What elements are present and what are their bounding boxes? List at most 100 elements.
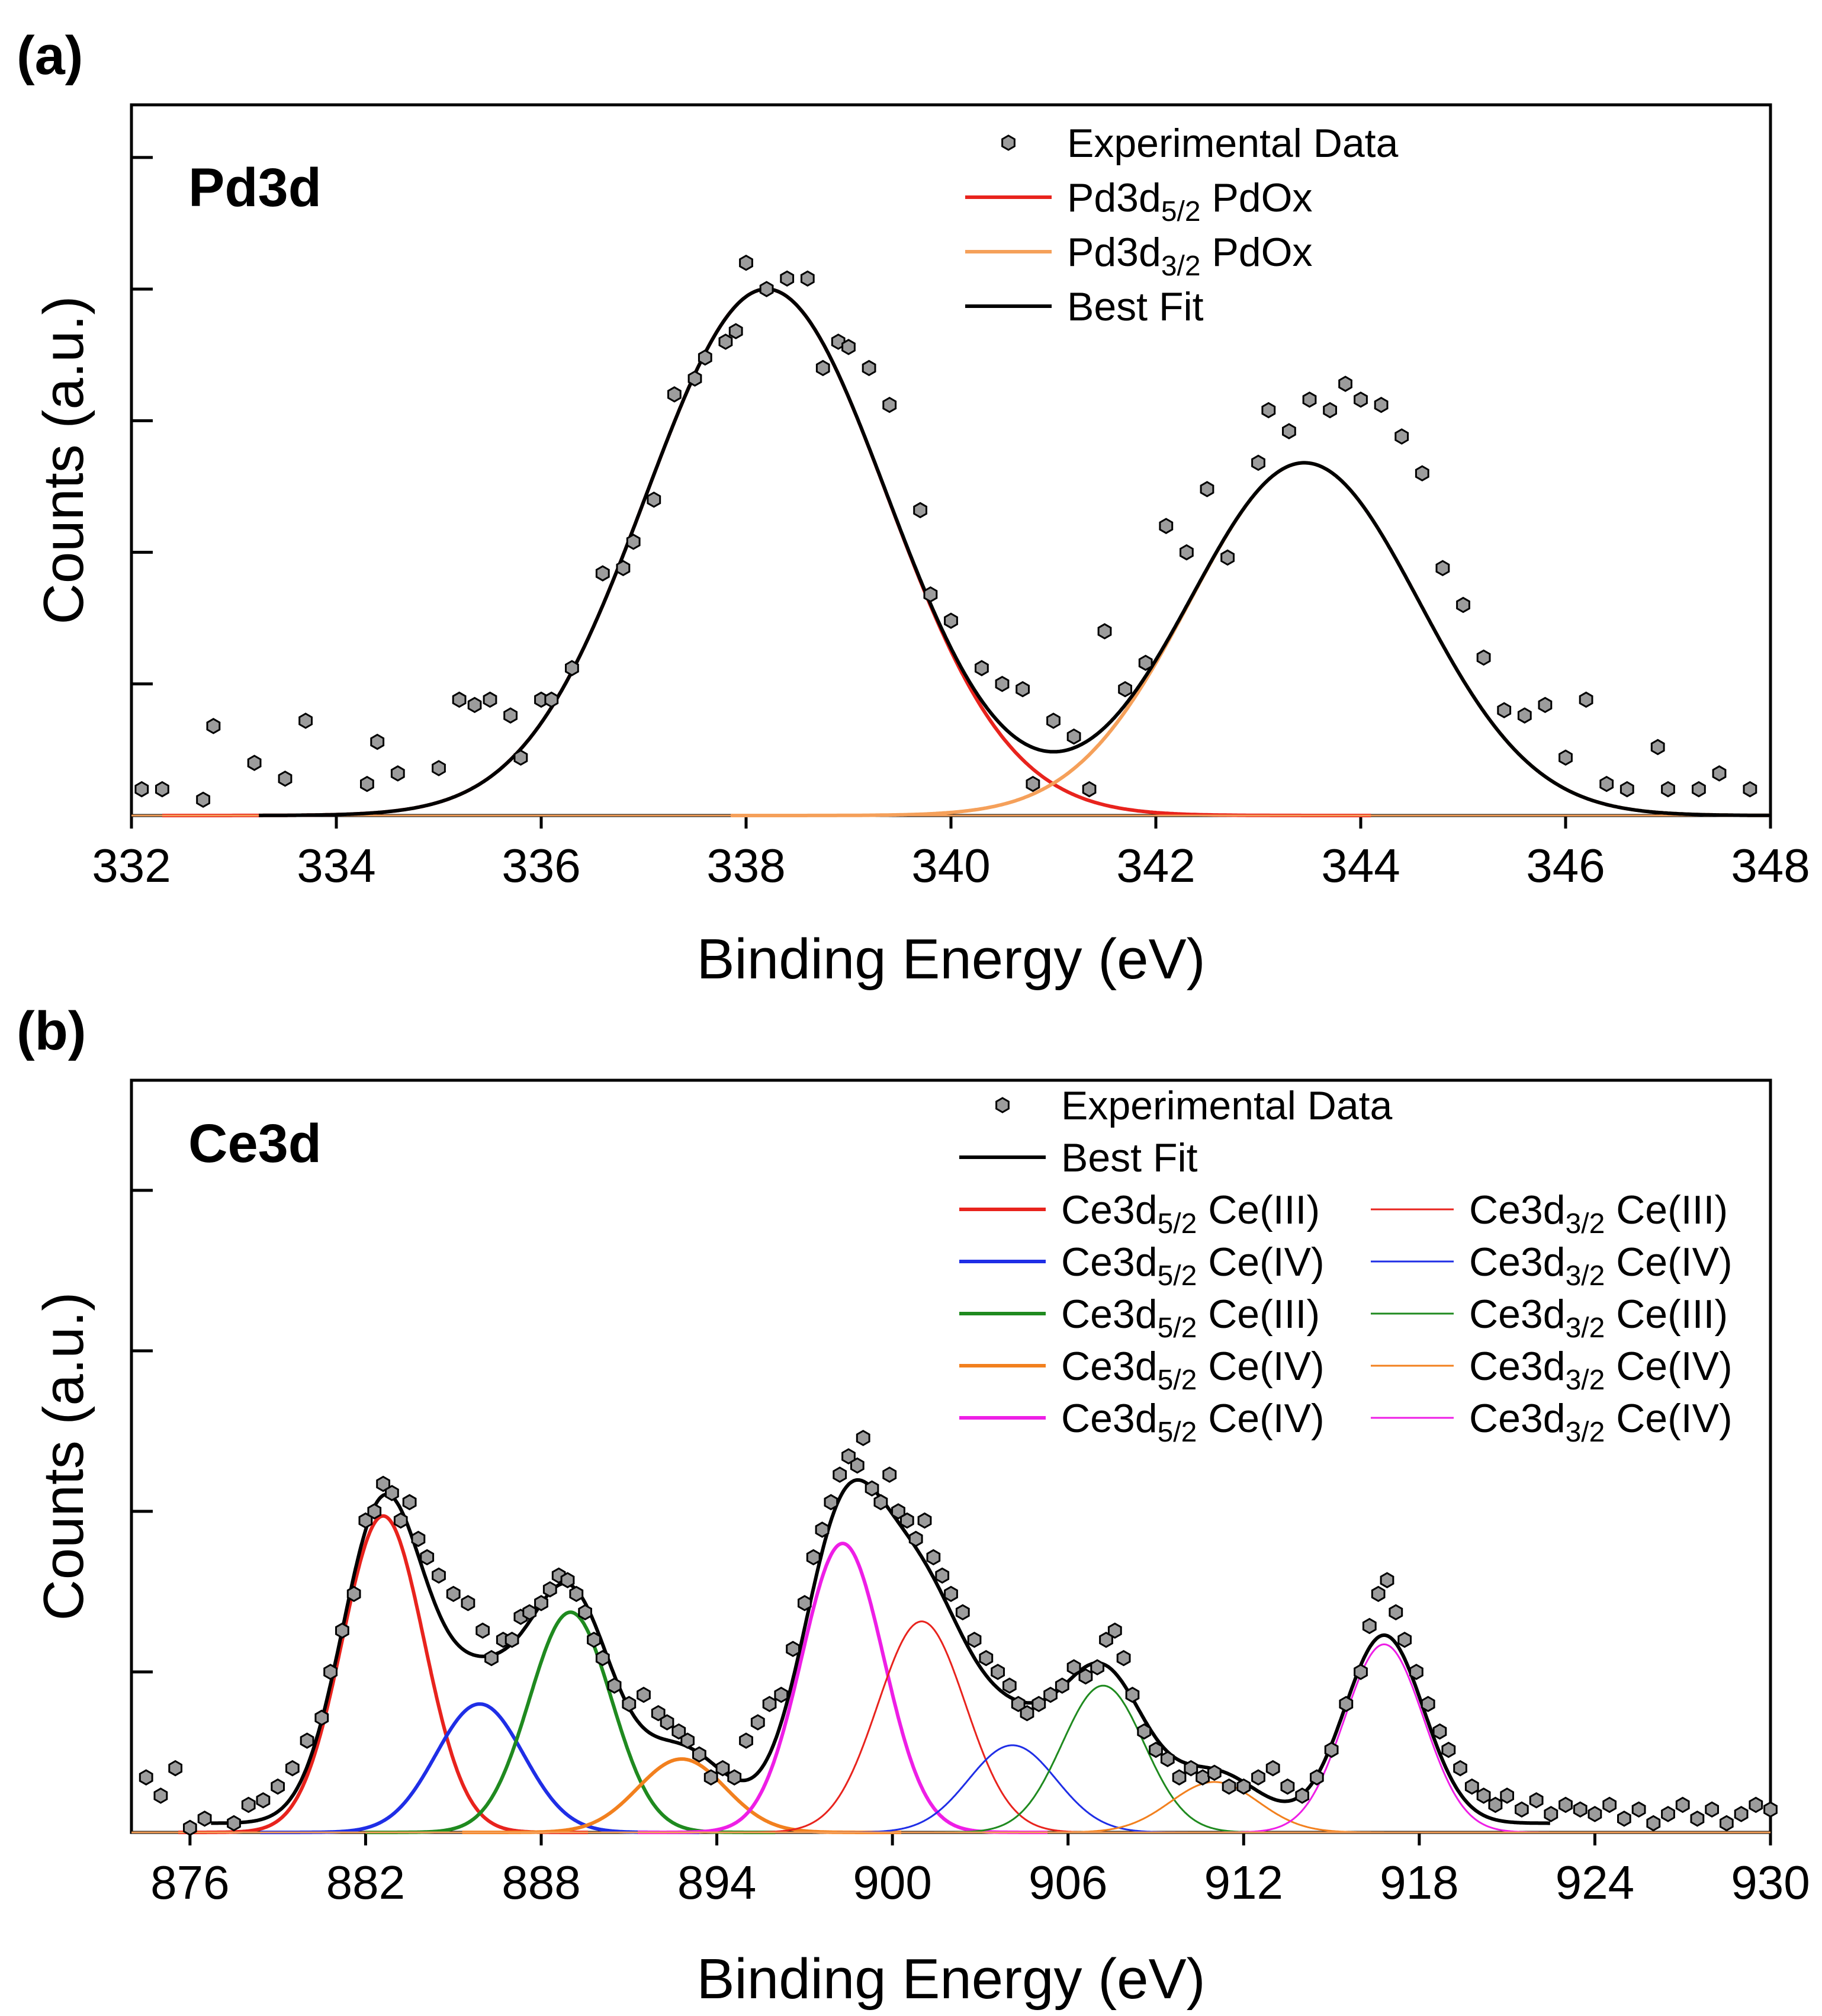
data-point	[908, 1530, 923, 1548]
data-point	[626, 534, 641, 550]
data-point	[1149, 1741, 1163, 1758]
data-point	[1435, 560, 1450, 576]
data-point	[1116, 1649, 1131, 1667]
data-point	[390, 765, 405, 782]
data-point	[1579, 691, 1593, 708]
data-point	[393, 1512, 408, 1529]
data-point	[314, 1709, 329, 1726]
data-point	[168, 1760, 182, 1777]
data-point	[360, 775, 374, 792]
data-point	[1066, 1659, 1081, 1675]
data-point	[183, 1819, 197, 1837]
ce3d-chart: (b) 876 882 888 894 900 906 912 918 924 930 Ce3d …	[17, 1008, 1810, 2011]
x-axis-title-b: Binding Energy (eV)	[696, 1947, 1205, 2011]
data-point	[856, 1430, 870, 1446]
data-point	[926, 1549, 941, 1566]
panel-label-a: (a)	[17, 25, 83, 86]
panel-a-pd3d: (a) 332 334 336 338 340 342 344 346 348 Pd3d Bin…	[17, 25, 1810, 991]
data-point	[1497, 702, 1512, 718]
y-axis-title-b: Counts (a.u.)	[32, 1292, 95, 1621]
data-point	[1323, 402, 1337, 419]
data-point	[1500, 1787, 1514, 1804]
data-point	[1397, 1632, 1412, 1648]
data-point	[1517, 707, 1532, 724]
data-point	[800, 270, 815, 287]
data-point	[1538, 696, 1553, 714]
data-point	[651, 1704, 666, 1722]
legend-label: Pd3d5/2 PdOx	[1067, 175, 1313, 227]
data-point	[1339, 1696, 1354, 1712]
fit-component-2	[731, 461, 1770, 817]
data-point	[841, 1448, 856, 1465]
data-point	[1020, 1704, 1034, 1722]
data-point	[402, 1494, 417, 1511]
data-point	[944, 612, 958, 629]
data-point	[798, 1595, 812, 1611]
data-point	[671, 1723, 686, 1740]
data-point	[762, 1696, 777, 1712]
x-tick-label: 924	[1556, 1856, 1634, 1909]
chart-title-b: Ce3d	[188, 1113, 322, 1174]
data-point	[522, 1604, 537, 1621]
x-tick-label: 334	[297, 839, 375, 892]
data-point	[687, 370, 702, 387]
data-point	[1441, 1741, 1456, 1758]
data-point	[1394, 428, 1409, 445]
x-tick-label: 876	[150, 1856, 229, 1909]
fit-component-9	[995, 1781, 1434, 1834]
fit-components-b	[131, 1514, 1770, 1834]
data-point	[542, 1581, 557, 1598]
pd3d-chart: (a) 332 334 336 338 340 342 344 346 348 Pd3d Bin…	[17, 25, 1810, 991]
data-point	[715, 1760, 730, 1777]
data-point	[1097, 623, 1112, 640]
data-point	[1374, 396, 1389, 413]
legend-label: Ce3d3/2 Ce(III)	[1469, 1187, 1728, 1240]
data-point	[1362, 1617, 1377, 1635]
data-point	[1082, 781, 1097, 798]
data-point	[1675, 1796, 1690, 1813]
data-point	[850, 1457, 865, 1474]
legend-label: Ce3d5/2 Ce(IV)	[1061, 1240, 1325, 1292]
x-tick-label: 918	[1380, 1856, 1458, 1909]
data-point	[300, 1732, 314, 1749]
data-point	[622, 1696, 637, 1712]
data-point	[975, 660, 989, 676]
data-point	[1137, 1723, 1152, 1740]
data-point	[1380, 1572, 1394, 1588]
x-axis-title-a: Binding Energy (eV)	[696, 927, 1205, 991]
data-point	[1421, 1696, 1435, 1712]
data-point	[692, 1746, 706, 1763]
data-point	[917, 1512, 932, 1529]
data-point	[944, 1585, 958, 1603]
data-point	[247, 755, 262, 771]
data-point	[1588, 1806, 1602, 1822]
data-point	[227, 1815, 241, 1832]
legend-marker	[995, 1097, 1010, 1113]
x-tick-label: 882	[326, 1856, 405, 1909]
data-point	[1456, 596, 1470, 614]
data-point	[595, 1649, 610, 1667]
data-point	[1026, 775, 1040, 792]
data-point	[1031, 1696, 1046, 1712]
data-point	[1599, 775, 1614, 792]
data-point	[660, 1714, 674, 1731]
x-tick-label: 342	[1116, 839, 1195, 892]
data-point	[1118, 680, 1132, 698]
data-point	[197, 1810, 212, 1827]
data-point	[196, 791, 210, 808]
data-point	[1619, 781, 1634, 798]
data-point	[534, 1595, 548, 1611]
data-point	[1661, 781, 1675, 798]
data-point	[806, 1549, 821, 1566]
data-point	[815, 359, 830, 377]
data-point	[750, 1714, 765, 1731]
data-point	[1090, 1659, 1104, 1675]
data-point	[411, 1530, 426, 1548]
data-point	[1159, 518, 1174, 534]
data-point	[256, 1792, 271, 1809]
x-tick-label: 336	[502, 839, 580, 892]
data-point	[467, 696, 482, 714]
data-point	[432, 760, 446, 776]
legend-label: Ce3d5/2 Ce(IV)	[1061, 1396, 1325, 1448]
data-point	[1172, 1769, 1187, 1786]
